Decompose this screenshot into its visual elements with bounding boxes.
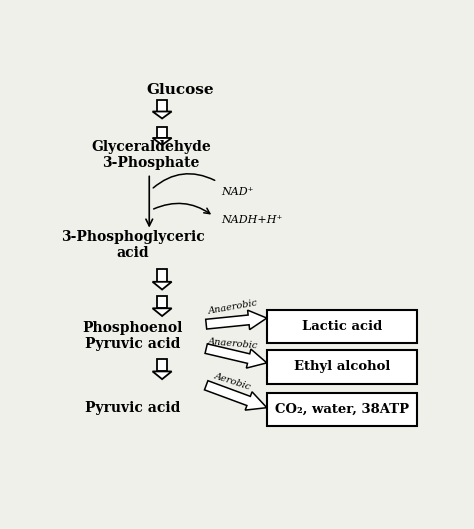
Polygon shape — [153, 138, 172, 145]
Polygon shape — [157, 126, 167, 138]
Polygon shape — [157, 296, 167, 308]
Text: NAD⁺: NAD⁺ — [221, 187, 254, 197]
Polygon shape — [157, 359, 167, 371]
Text: CO₂, water, 38ATP: CO₂, water, 38ATP — [275, 403, 409, 416]
Polygon shape — [153, 112, 172, 118]
Polygon shape — [153, 371, 172, 379]
Polygon shape — [157, 100, 167, 112]
Polygon shape — [205, 344, 267, 368]
Polygon shape — [204, 381, 267, 410]
Polygon shape — [153, 282, 172, 289]
Text: NADH+H⁺: NADH+H⁺ — [221, 215, 282, 225]
Text: Pyruvic acid: Pyruvic acid — [85, 400, 181, 415]
Text: Lactic acid: Lactic acid — [302, 320, 382, 333]
Text: Ethyl alcohol: Ethyl alcohol — [294, 360, 390, 373]
Text: 3-Phosphoglyceric
acid: 3-Phosphoglyceric acid — [61, 230, 205, 260]
Text: Phosphoenol
Pyruvic acid: Phosphoenol Pyruvic acid — [82, 321, 183, 351]
Text: Anaerobic: Anaerobic — [208, 338, 258, 351]
Text: Glucose: Glucose — [146, 83, 214, 97]
Text: Aerobic: Aerobic — [213, 371, 252, 391]
Text: Anaerobic: Anaerobic — [207, 299, 258, 316]
Polygon shape — [206, 310, 267, 330]
Text: Glyceraldehyde
3-Phosphate: Glyceraldehyde 3-Phosphate — [91, 140, 211, 170]
Polygon shape — [157, 269, 167, 282]
FancyBboxPatch shape — [267, 350, 418, 384]
FancyBboxPatch shape — [267, 309, 418, 343]
FancyBboxPatch shape — [267, 393, 418, 426]
Polygon shape — [153, 308, 172, 316]
